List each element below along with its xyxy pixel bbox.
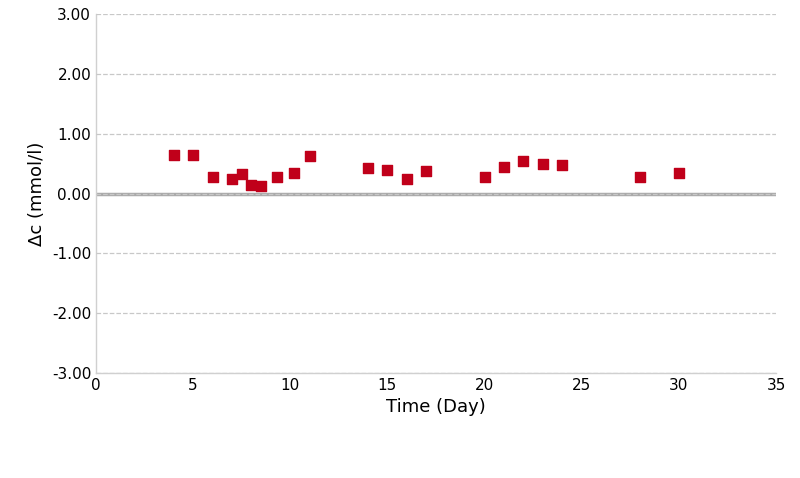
Y-axis label: Δc (mmol/l): Δc (mmol/l) <box>28 141 46 246</box>
Point <box>634 173 646 181</box>
Point <box>270 174 283 181</box>
Point <box>235 170 248 178</box>
Point <box>498 163 510 171</box>
Point <box>401 175 414 183</box>
Point <box>245 181 258 188</box>
Point <box>186 151 199 159</box>
Point <box>167 151 180 159</box>
Point <box>381 166 394 174</box>
Point <box>537 160 550 168</box>
Point <box>288 169 301 176</box>
Point <box>420 167 433 175</box>
Point <box>303 152 316 160</box>
Point <box>478 174 491 181</box>
Point <box>206 174 219 181</box>
Point <box>362 164 374 173</box>
Point <box>517 157 530 164</box>
Point <box>556 161 569 169</box>
Point <box>226 175 238 183</box>
X-axis label: Time (Day): Time (Day) <box>386 398 486 416</box>
Point <box>673 169 686 176</box>
Point <box>254 182 267 190</box>
